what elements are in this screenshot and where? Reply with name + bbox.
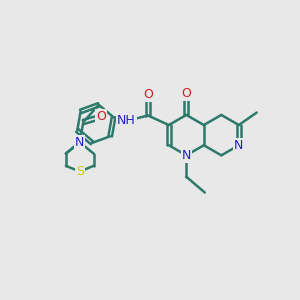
Text: N: N [234,139,244,152]
Text: NH: NH [117,114,136,128]
Text: O: O [96,110,106,123]
Text: O: O [143,88,153,100]
Text: S: S [76,165,84,178]
Text: N: N [182,149,191,162]
Text: O: O [182,87,191,100]
Text: N: N [75,136,84,149]
